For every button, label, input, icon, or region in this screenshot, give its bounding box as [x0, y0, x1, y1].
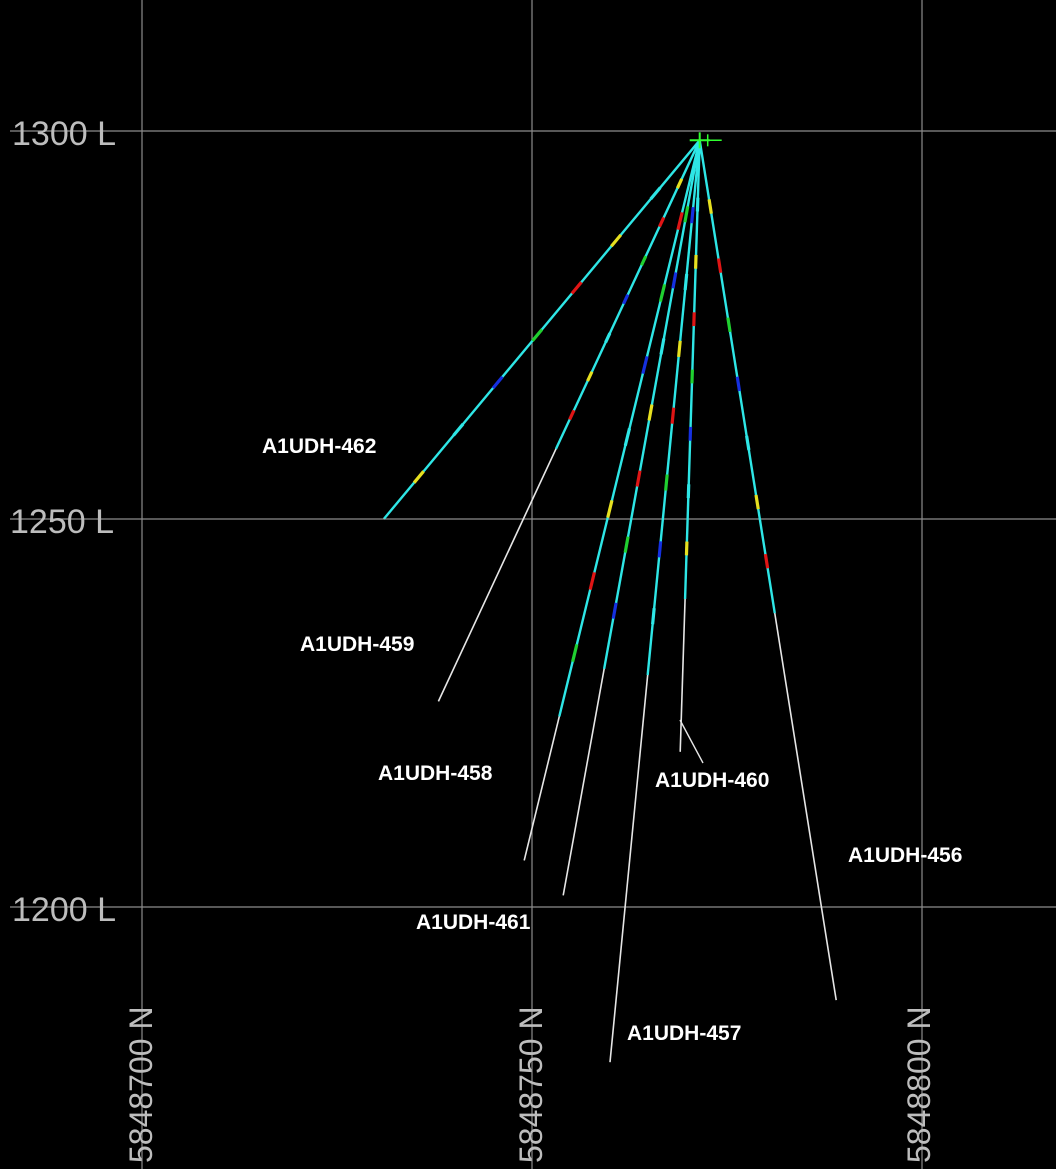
- northing-label-5848750: 5848750 N: [513, 1006, 549, 1163]
- hole-label-a1udh-461: A1UDH-461: [416, 911, 531, 934]
- assay-interval-a1udh-462-1: [649, 186, 662, 200]
- assay-interval-a1udh-457-6: [657, 541, 663, 558]
- assay-interval-a1udh-462-4: [531, 328, 544, 342]
- assay-interval-a1udh-461-1: [683, 206, 690, 223]
- assay-interval-a1udh-458-3: [641, 355, 649, 375]
- assay-interval-a1udh-457-7: [651, 608, 656, 625]
- hole-label-a1udh-462: A1UDH-462: [262, 435, 376, 458]
- assay-interval-a1udh-459-5: [604, 332, 612, 344]
- grid-lines: [10, 0, 1056, 1169]
- assay-interval-a1udh-459-3: [640, 255, 648, 266]
- assay-interval-a1udh-456-3: [726, 317, 732, 333]
- assay-interval-a1udh-458-6: [588, 572, 596, 591]
- assay-interval-a1udh-461-5: [635, 470, 642, 487]
- assay-interval-a1udh-456-7: [763, 553, 770, 569]
- assay-interval-a1udh-457-5: [664, 474, 669, 491]
- assay-interval-a1udh-458-2: [658, 283, 667, 302]
- assay-interval-a1udh-459-2: [658, 216, 666, 228]
- assay-interval-a1udh-462-5: [491, 375, 504, 390]
- assay-interval-a1udh-457-1: [690, 206, 695, 224]
- assay-interval-a1udh-461-6: [623, 536, 630, 553]
- assay-interval-a1udh-457-4: [670, 407, 676, 424]
- assay-interval-a1udh-456-1: [707, 199, 713, 214]
- assay-interval-a1udh-461-7: [611, 602, 618, 619]
- assay-interval-a1udh-456-6: [754, 494, 760, 510]
- assay-interval-a1udh-458-7: [571, 644, 579, 663]
- assay-interval-a1udh-456-4: [735, 376, 742, 392]
- assay-interval-a1udh-459-4: [622, 293, 630, 305]
- northing-label-5848800: 5848800 N: [901, 1006, 937, 1163]
- assay-interval-a1udh-456-5: [745, 435, 751, 451]
- assay-interval-a1udh-461-4: [647, 404, 654, 421]
- assayed-interval-a1udh-461: [602, 140, 701, 670]
- assay-interval-a1udh-461-2: [671, 272, 678, 289]
- hole-label-a1udh-458: A1UDH-458: [378, 762, 493, 785]
- label-leaders: [679, 719, 704, 764]
- assay-interval-a1udh-458-4: [623, 427, 632, 447]
- hole-label-a1udh-459: A1UDH-459: [300, 633, 414, 656]
- assay-interval-a1udh-462-3: [570, 281, 583, 295]
- assay-interval-a1udh-462-6: [452, 423, 465, 437]
- assay-interval-a1udh-462-2: [610, 233, 623, 248]
- assay-interval-a1udh-459-7: [568, 409, 576, 421]
- assay-interval-a1udh-456-2: [716, 258, 723, 273]
- assay-interval-a1udh-457-2: [683, 273, 689, 291]
- assay-interval-a1udh-459-6: [586, 371, 594, 382]
- level-label-1300: 1300 L: [12, 115, 116, 153]
- assay-interval-a1udh-461-3: [659, 338, 666, 355]
- drillhole-traces: [383, 139, 837, 1063]
- assay-interval-a1udh-457-3: [677, 340, 682, 358]
- assay-interval-a1udh-459-1: [675, 178, 684, 189]
- assay-interval-a1udh-462-7: [412, 470, 425, 484]
- hole-label-a1udh-460: A1UDH-460: [655, 769, 769, 792]
- leader-a1udh-460: [679, 719, 704, 764]
- collar-markers: [689, 132, 722, 149]
- hole-label-a1udh-456: A1UDH-456: [848, 844, 962, 867]
- level-label-1250: 1250 L: [10, 503, 114, 541]
- assay-interval-a1udh-458-5: [606, 499, 614, 519]
- level-label-1200: 1200 L: [12, 891, 116, 929]
- assay-interval-a1udh-458-1: [676, 211, 684, 230]
- hole-label-a1udh-457: A1UDH-457: [627, 1022, 741, 1045]
- northing-label-5848700: 5848700 N: [123, 1006, 159, 1163]
